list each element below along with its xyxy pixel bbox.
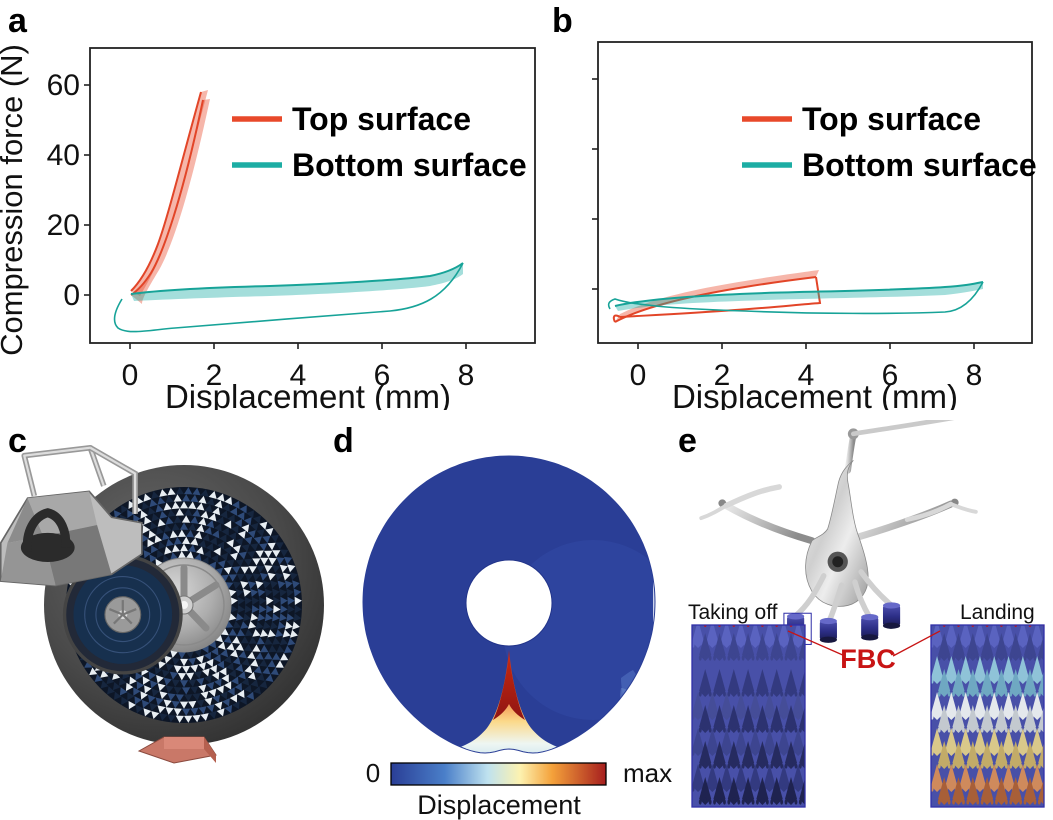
svg-text:Landing: Landing: [960, 601, 1035, 624]
svg-text:Top surface: Top surface: [802, 101, 981, 137]
svg-text:Bottom surface: Bottom surface: [802, 147, 1037, 183]
svg-text:Top surface: Top surface: [292, 101, 471, 137]
svg-text:0: 0: [63, 279, 80, 312]
svg-text:0: 0: [630, 359, 647, 392]
svg-text:60: 60: [47, 69, 80, 102]
svg-text:8: 8: [458, 359, 475, 392]
svg-text:Displacement (mm): Displacement (mm): [672, 378, 958, 410]
svg-text:8: 8: [966, 359, 983, 392]
svg-text:20: 20: [47, 209, 80, 242]
svg-text:max: max: [623, 758, 672, 788]
svg-text:40: 40: [47, 139, 80, 172]
svg-text:Displacement: Displacement: [417, 790, 581, 820]
svg-text:Bottom surface: Bottom surface: [292, 147, 527, 183]
svg-text:0: 0: [122, 359, 139, 392]
svg-text:FBC: FBC: [840, 644, 896, 674]
svg-text:Displacement (mm): Displacement (mm): [165, 378, 451, 410]
svg-text:0: 0: [366, 758, 380, 788]
svg-text:Taking off: Taking off: [688, 601, 778, 624]
svg-text:Compression force (N): Compression force (N): [0, 44, 29, 356]
